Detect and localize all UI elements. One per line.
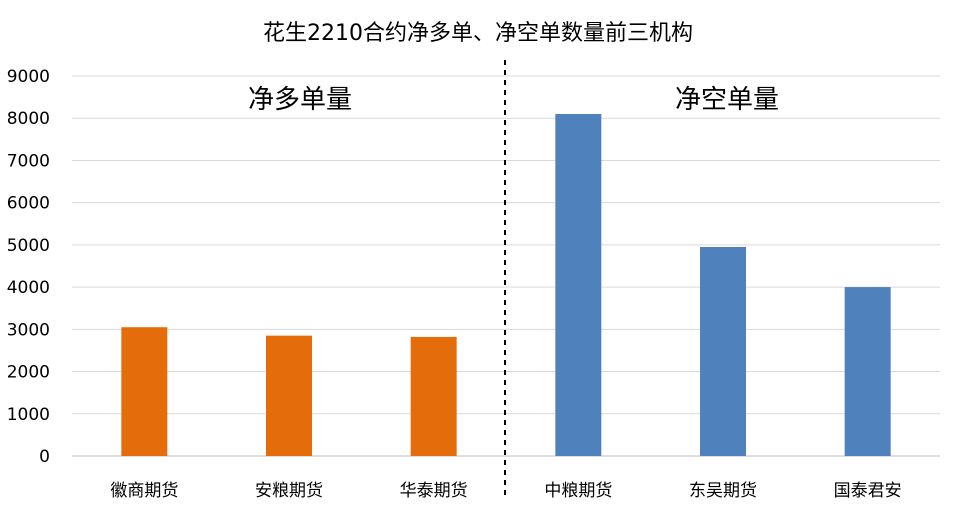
- y-tick-label: 5000: [7, 236, 50, 256]
- bar: [555, 114, 602, 456]
- y-tick-label: 9000: [7, 67, 50, 87]
- y-tick-label: 8000: [7, 109, 50, 129]
- category-labels: 徽商期货 安粮期货 华泰期货 中粮期货 东吴期货 国泰君安: [110, 481, 901, 501]
- x-category-label: 中粮期货: [544, 481, 612, 501]
- bar: [121, 327, 168, 456]
- y-tick-label: 2000: [7, 363, 50, 383]
- bar: [700, 247, 746, 456]
- x-category-label: 东吴期货: [689, 481, 757, 501]
- bars: [121, 114, 891, 456]
- group-label-net-long: 净多单量: [248, 85, 352, 115]
- bar: [410, 336, 457, 456]
- chart-title: 花生2210合约净多单、净空单数量前三机构: [263, 21, 693, 46]
- x-category-label: 徽商期货: [110, 481, 178, 501]
- y-tick-label: 7000: [7, 151, 50, 171]
- x-category-label: 国泰君安: [834, 481, 902, 501]
- bar: [266, 335, 312, 456]
- y-tick-label: 1000: [7, 405, 50, 425]
- y-tick-label: 0: [39, 447, 50, 467]
- y-tick-label: 6000: [7, 194, 50, 214]
- group-label-net-short: 净空单量: [675, 85, 779, 115]
- x-category-label: 华泰期货: [400, 481, 468, 501]
- y-tick-label: 4000: [7, 278, 50, 298]
- y-tick-label: 3000: [7, 320, 50, 340]
- x-category-label: 安粮期货: [255, 481, 323, 501]
- bar: [844, 287, 891, 456]
- y-axis: 0 1000 2000 3000 4000 5000 6000 7000 8000 9000: [7, 67, 50, 467]
